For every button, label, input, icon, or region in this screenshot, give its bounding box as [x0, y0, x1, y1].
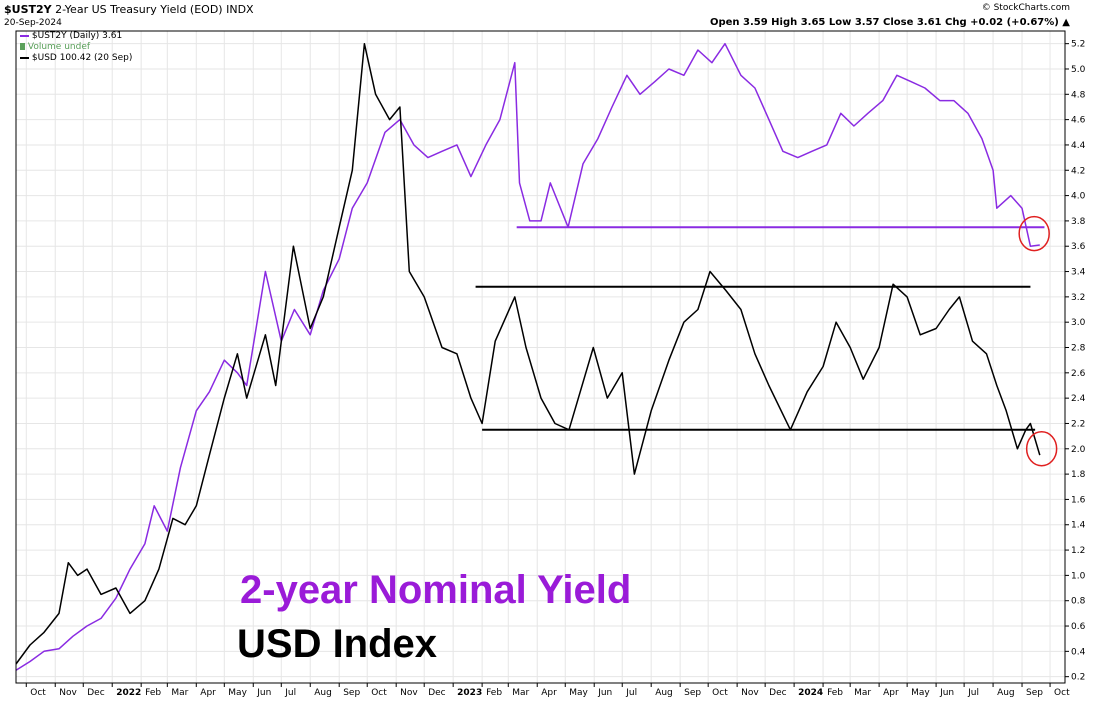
y-tick-label: 2.0: [1071, 445, 1086, 455]
exchange-text: INDX: [226, 3, 254, 16]
highlight-circles: [1018, 215, 1058, 467]
x-tick-label: Mar: [171, 688, 188, 698]
x-tick-label: Oct: [371, 688, 387, 698]
x-tick-label: Dec: [87, 688, 104, 698]
y-tick-label: 4.2: [1071, 166, 1085, 176]
y-tick-label: 2.4: [1071, 394, 1086, 404]
y-tick-label: 1.2: [1071, 546, 1085, 556]
symbol-text: $UST2Y: [4, 3, 52, 16]
y-tick-label: 4.8: [1071, 90, 1086, 100]
y-tick-label: 5.0: [1071, 65, 1086, 75]
y-tick-label: 1.0: [1071, 571, 1086, 581]
y-tick-label: 1.8: [1071, 470, 1086, 480]
x-tick-label: Oct: [30, 688, 46, 698]
highlight-circle: [1018, 215, 1050, 252]
x-tick-label: Oct: [712, 688, 728, 698]
y-tick-label: 5.2: [1071, 40, 1085, 50]
x-tick-label: Jul: [625, 688, 637, 698]
y-tick-label: 0.6: [1071, 622, 1086, 632]
x-tick-label: Apr: [200, 688, 216, 698]
legend-label: $UST2Y (Daily) 3.61: [31, 31, 123, 41]
y-tick-label: 1.6: [1071, 495, 1086, 505]
x-tick-label: Oct: [1054, 688, 1070, 698]
ohlc-readout: Open 3.59 High 3.65 Low 3.57 Close 3.61 …: [709, 17, 1070, 28]
x-tick-label: Sep: [343, 688, 360, 698]
y-axis-ticks: 5.2 5.0 4.8 4.6 4.4 4.2 4.0 3.8 3.6 3.4 3.2 3.0 2.8 2…: [1065, 40, 1086, 683]
x-tick-label: Nov: [400, 688, 418, 698]
series-line-ust2y: [15, 42, 1040, 671]
annotation-yield-title: 2-year Nominal Yield: [240, 568, 632, 612]
x-tick-label: Feb: [827, 688, 843, 698]
x-tick-label: Apr: [541, 688, 557, 698]
y-tick-label: 3.6: [1071, 242, 1086, 252]
legend-item-yield: $UST2Y (Daily) 3.61: [20, 31, 122, 41]
y-tick-label: 4.0: [1071, 192, 1086, 202]
x-tick-label: 2022: [116, 688, 141, 698]
reference-lines: [475, 226, 1045, 431]
x-tick-label: Jun: [597, 688, 612, 698]
x-tick-label: Nov: [741, 688, 759, 698]
legend-swatch-icon: [20, 56, 29, 59]
chart-header-symbol: $UST2Y 2-Year US Treasury Yield (EOD) IN…: [4, 3, 254, 16]
grid-lines: [16, 31, 1065, 683]
x-tick-label: Mar: [854, 688, 871, 698]
y-tick-label: 2.6: [1071, 369, 1086, 379]
highlight-circle: [1025, 431, 1058, 467]
x-tick-label: Aug: [997, 688, 1015, 698]
y-tick-label: 4.6: [1071, 116, 1086, 126]
legend-swatch-icon: [20, 34, 29, 37]
x-tick-label: May: [911, 688, 930, 698]
annotation-usd-title: USD Index: [237, 622, 438, 666]
x-tick-label: May: [569, 688, 588, 698]
credit-text: © StockCharts.com: [981, 3, 1070, 13]
y-tick-label: 2.2: [1071, 419, 1085, 429]
x-tick-label: Jun: [256, 688, 271, 698]
x-tick-label: Jul: [967, 688, 979, 698]
plot-frame: [15, 30, 1066, 684]
legend-item-volume: Volume undef: [20, 42, 90, 52]
series-line-usd: [15, 42, 1041, 665]
x-tick-label: 2023: [457, 688, 482, 698]
x-tick-label: Sep: [684, 688, 701, 698]
x-tick-label: Dec: [769, 688, 786, 698]
y-tick-label: 0.8: [1071, 597, 1086, 607]
x-tick-label: Aug: [314, 688, 332, 698]
x-tick-label: Jul: [284, 688, 296, 698]
y-tick-label: 4.4: [1071, 141, 1086, 151]
x-tick-label: Feb: [145, 688, 161, 698]
x-tick-label: Mar: [512, 688, 529, 698]
x-tick-label: Feb: [486, 688, 502, 698]
legend-item-usd: $USD 100.42 (20 Sep): [20, 53, 132, 63]
chart-date: 20-Sep-2024: [4, 18, 62, 28]
y-tick-label: 3.4: [1071, 268, 1086, 278]
legend-label: $USD 100.42 (20 Sep): [31, 53, 133, 63]
y-tick-label: 1.4: [1071, 521, 1086, 531]
y-tick-label: 3.0: [1071, 318, 1086, 328]
y-tick-label: 2.8: [1071, 344, 1086, 354]
y-tick-label: 0.4: [1071, 647, 1086, 657]
x-tick-label: Nov: [59, 688, 77, 698]
description-text: 2-Year US Treasury Yield (EOD): [55, 3, 223, 16]
y-tick-label: 3.2: [1071, 293, 1085, 303]
x-tick-label: Dec: [428, 688, 445, 698]
series-lines: [15, 42, 1041, 671]
x-tick-label: Jun: [939, 688, 954, 698]
legend-label: Volume undef: [27, 42, 91, 52]
x-tick-label: Sep: [1026, 688, 1043, 698]
x-tick-label: Apr: [883, 688, 899, 698]
x-tick-label: May: [228, 688, 247, 698]
x-axis-ticks: Oct Nov Dec 2022 Feb Mar Apr May Jun Jul Aug Sep Oct…: [25, 683, 1070, 698]
y-tick-label: 0.2: [1071, 673, 1085, 683]
legend-swatch-icon: [20, 43, 25, 50]
x-tick-label: 2024: [798, 688, 823, 698]
x-tick-label: Aug: [655, 688, 673, 698]
y-tick-label: 3.8: [1071, 217, 1086, 227]
